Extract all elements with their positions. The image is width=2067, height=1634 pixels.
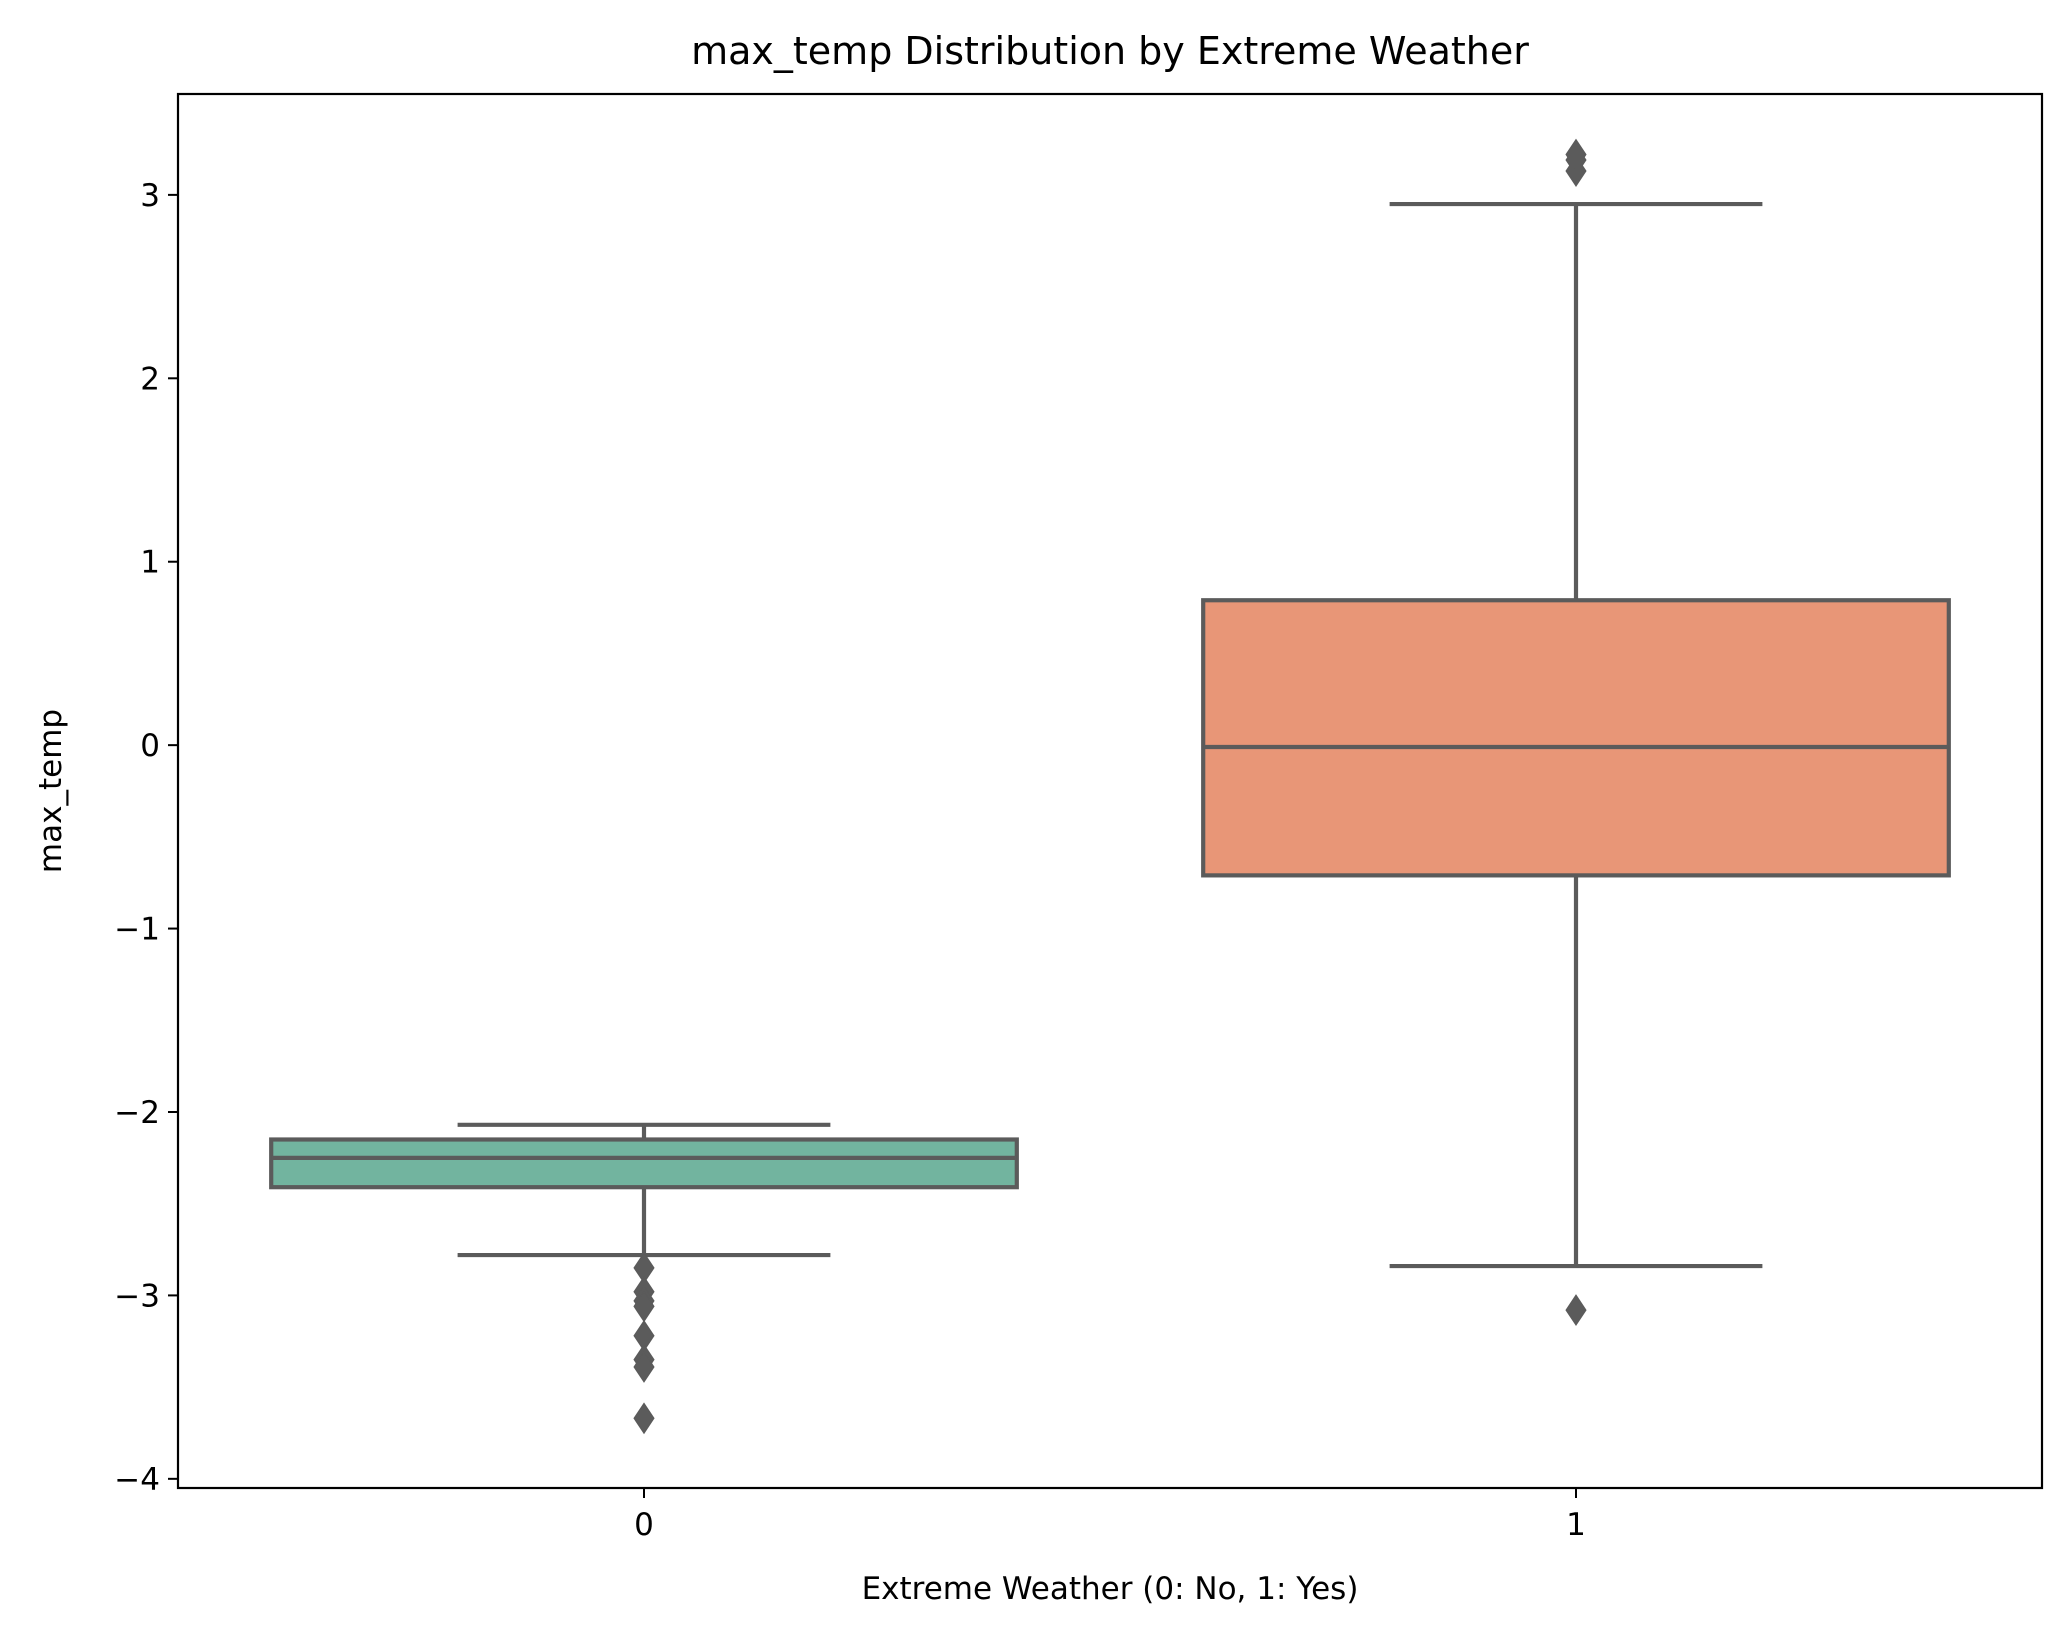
outlier-point	[633, 1402, 655, 1435]
y-tick-label: 0	[140, 728, 160, 764]
boxes-layer	[269, 138, 1951, 1435]
y-axis-label: max_temp	[33, 709, 69, 873]
y-tick-label: −3	[114, 1278, 160, 1314]
outlier-point	[1565, 1294, 1587, 1326]
outlier-point	[1565, 138, 1587, 171]
x-tick-label: 1	[1566, 1507, 1586, 1543]
outlier-point	[633, 1351, 655, 1383]
box-group-1	[1201, 138, 1951, 1326]
plot-frame	[176, 92, 2044, 1490]
chart-title: max_temp Distribution by Extreme Weather	[691, 29, 1529, 73]
y-tick-label: 2	[140, 361, 160, 397]
x-tick-label: 0	[634, 1507, 654, 1543]
y-tick-label: 1	[140, 545, 160, 581]
box-group-0	[269, 1122, 1019, 1435]
y-tick-label: −2	[114, 1095, 160, 1131]
y-axis: −4 −3 −2 −1 0 1 2 3	[114, 178, 178, 1498]
y-tick-label: 3	[140, 178, 160, 214]
iqr-box	[269, 1137, 1019, 1190]
y-tick-label: −4	[114, 1462, 160, 1498]
iqr-box	[1201, 598, 1951, 878]
y-tick-label: −1	[114, 912, 160, 948]
x-axis-label: Extreme Weather (0: No, 1: Yes)	[862, 1571, 1359, 1607]
